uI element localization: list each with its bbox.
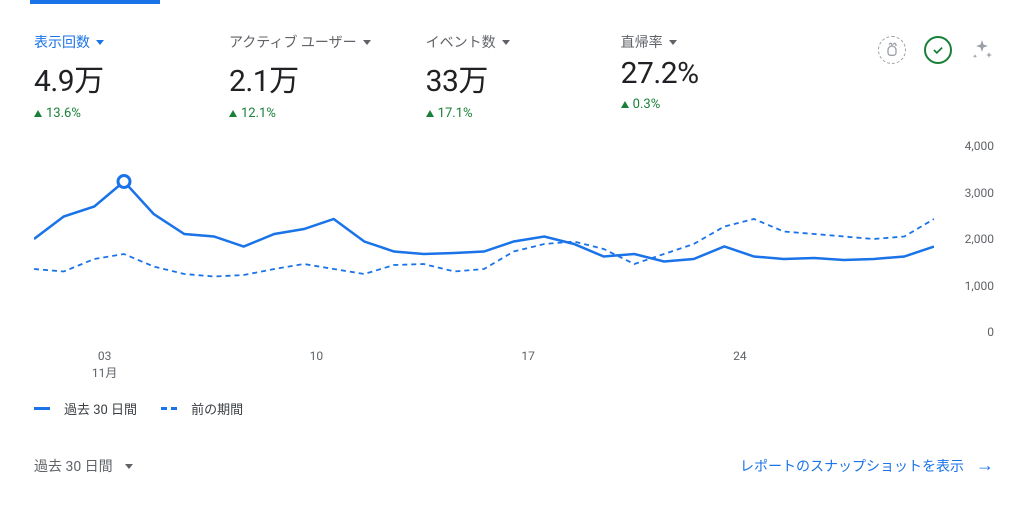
data-point-marker[interactable]	[118, 176, 130, 188]
check-circle-icon[interactable]	[924, 36, 952, 64]
y-tick: 4,000	[965, 139, 994, 153]
icon-tray	[878, 36, 994, 64]
metric-delta: 0.3%	[621, 97, 761, 112]
snapshot-link[interactable]: レポートのスナップショットを表示 →	[740, 456, 994, 476]
metric-delta: 13.6%	[34, 106, 174, 121]
metric-delta-text: 13.6%	[46, 106, 81, 121]
metric-label-text: アクティブ ユーザー	[229, 32, 357, 52]
metric-value: 27.2%	[621, 56, 761, 91]
metric-value: 33万	[426, 56, 566, 100]
y-tick: 0	[987, 325, 994, 339]
metric-value: 2.1万	[229, 56, 371, 100]
legend-label-current: 過去 30 日間	[64, 399, 137, 418]
chevron-down-icon	[502, 40, 510, 45]
snapshot-link-text: レポートのスナップショットを表示	[740, 456, 964, 476]
metric-bounce-rate[interactable]: 直帰率 27.2% 0.3%	[621, 32, 761, 112]
chevron-down-icon	[125, 464, 133, 469]
legend-swatch-dashed	[161, 407, 177, 410]
metric-delta-text: 17.1%	[438, 106, 473, 121]
metric-label[interactable]: 表示回数	[34, 32, 174, 52]
metric-delta: 17.1%	[426, 106, 566, 121]
analytics-card: 表示回数 4.9万 13.6% アクティブ ユーザー 2.1万 12.1%	[0, 0, 1024, 528]
metric-delta-text: 0.3%	[633, 97, 661, 112]
arrow-up-icon	[229, 110, 237, 117]
chevron-down-icon	[669, 40, 677, 45]
legend-label-previous: 前の期間	[191, 399, 243, 418]
x-month-label: 11月	[92, 364, 118, 381]
x-axis: 03 10 17 24 11月	[34, 349, 939, 379]
card-footer: 過去 30 日間 レポートのスナップショットを表示 →	[34, 456, 994, 476]
y-axis: 4,000 3,000 2,000 1,000 0	[944, 139, 994, 339]
chevron-down-icon	[363, 40, 371, 45]
arrow-up-icon	[426, 110, 434, 117]
legend-swatch-solid	[34, 407, 50, 410]
metric-views[interactable]: 表示回数 4.9万 13.6%	[34, 32, 174, 121]
metric-label-text: イベント数	[426, 32, 496, 52]
series-current	[34, 182, 934, 262]
date-range-label: 過去 30 日間	[34, 456, 113, 476]
rabbit-icon[interactable]	[878, 36, 906, 64]
x-tick: 10	[310, 349, 324, 363]
x-tick: 03	[98, 349, 112, 363]
y-tick: 1,000	[965, 279, 994, 293]
metric-label-text: 表示回数	[34, 32, 90, 52]
metric-label[interactable]: 直帰率	[621, 32, 761, 52]
chart-area: 4,000 3,000 2,000 1,000 0 0310172411月	[34, 139, 994, 369]
sparkles-icon[interactable]	[970, 38, 994, 62]
metric-label-text: 直帰率	[621, 32, 663, 52]
arrow-up-icon	[34, 110, 42, 117]
metric-label[interactable]: イベント数	[426, 32, 566, 52]
x-tick: 17	[521, 349, 535, 363]
arrow-up-icon	[621, 101, 629, 108]
y-tick: 2,000	[965, 232, 994, 246]
y-tick: 3,000	[965, 186, 994, 200]
chart-legend: 過去 30 日間 前の期間	[34, 399, 1024, 418]
x-tick: 24	[733, 349, 747, 363]
metric-delta: 12.1%	[229, 106, 371, 121]
series-previous	[34, 219, 934, 277]
metrics-row: 表示回数 4.9万 13.6% アクティブ ユーザー 2.1万 12.1%	[0, 4, 1024, 121]
chevron-down-icon	[96, 40, 104, 45]
arrow-right-icon: →	[976, 457, 994, 475]
metric-events[interactable]: イベント数 33万 17.1%	[426, 32, 566, 121]
metric-value: 4.9万	[34, 56, 174, 100]
metric-active-users[interactable]: アクティブ ユーザー 2.1万 12.1%	[229, 32, 371, 121]
date-range-picker[interactable]: 過去 30 日間	[34, 456, 133, 476]
line-chart	[34, 139, 934, 339]
metric-delta-text: 12.1%	[241, 106, 276, 121]
metric-label[interactable]: アクティブ ユーザー	[229, 32, 371, 52]
